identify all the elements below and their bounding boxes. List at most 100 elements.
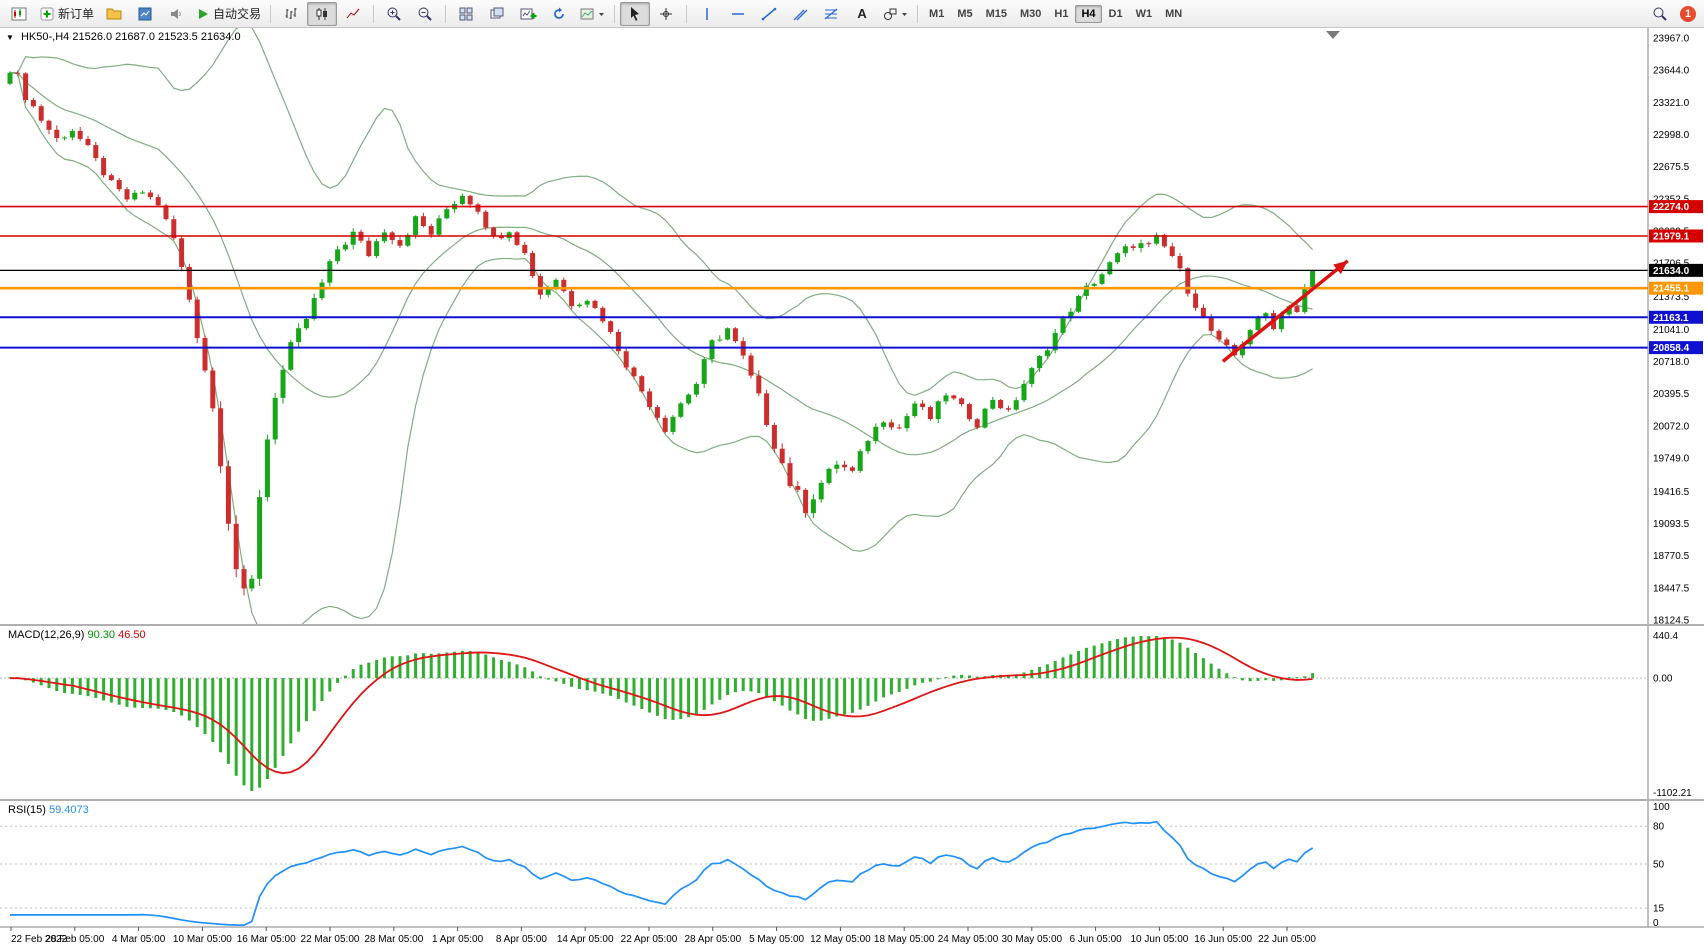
macd-signal-value: 46.50 [118,629,146,641]
tf-button-d1[interactable]: D1 [1108,7,1123,20]
candle [1068,311,1074,319]
price-badge-label: 21979.1 [1653,231,1690,242]
candle [561,279,567,292]
candle [202,338,208,371]
bar-chart-mode-button[interactable] [276,2,306,26]
tf-button-h1[interactable]: H1 [1054,7,1069,20]
trend-arrow[interactable] [1221,259,1349,363]
macd-axis-label: 0.00 [1653,674,1673,685]
candle [413,216,419,235]
candle [46,120,52,130]
candle [467,195,473,205]
main-price-panel[interactable] [0,24,1648,639]
price-badge [1649,263,1703,277]
price-axis-label: 22352.5 [1653,194,1690,205]
zoom-in-button[interactable] [379,2,409,26]
candle [693,383,699,395]
candle [959,398,965,405]
price-axis-label: 18447.5 [1653,583,1690,594]
notification-badge[interactable]: 1 [1680,5,1696,22]
crosshair-tool-button[interactable] [651,2,681,26]
tf-button-m5[interactable]: M5 [957,7,973,20]
candle [1224,339,1230,345]
panel-divider[interactable] [0,799,1704,801]
panel-divider[interactable] [0,624,1704,626]
price-axis-label: 18770.5 [1653,551,1690,562]
candle [124,189,130,200]
one-click-trading-toggle[interactable]: ▼ [6,33,14,42]
shapes-tool-button[interactable] [878,2,912,26]
price-badge [1649,281,1703,295]
cursor-tool-button[interactable] [620,1,651,26]
macd-main-value: 90.30 [87,629,116,641]
candle [397,240,403,246]
candle [1302,287,1308,312]
templates-button[interactable] [575,2,609,26]
market-watch-button[interactable] [130,2,160,26]
horizontal-line-tool-button[interactable] [723,2,753,26]
tf-button-mn[interactable]: MN [1165,7,1183,20]
toolbar-separator [373,4,375,23]
search-button[interactable] [1645,2,1675,26]
vertical-line-tool-button[interactable] [692,2,722,26]
refresh-button[interactable] [544,2,574,26]
tile-windows-button[interactable] [451,2,481,26]
channel-tool-button[interactable] [785,2,815,26]
candle [576,304,582,307]
macd-panel[interactable] [0,636,1648,791]
zoom-out-icon [418,7,432,21]
autotrading-button[interactable]: 自动交易 [192,2,265,26]
tf-button-m1[interactable]: M1 [929,7,945,20]
profiles-button[interactable] [99,2,129,26]
candle [1255,317,1261,331]
candle [1013,400,1019,410]
rsi-indicator-title: RSI(15) 59.4073 [8,804,89,816]
candle [7,72,13,84]
chart-window-button[interactable] [4,2,34,26]
trendline-icon [761,7,777,20]
price-badge-label: 22274.0 [1653,202,1690,213]
tf-button-w1[interactable]: W1 [1135,7,1153,20]
candle [483,211,489,228]
candle [272,397,278,440]
candle [1161,234,1167,247]
text-tool-button[interactable]: A [847,2,877,26]
time-label: 22 Jun 05:00 [1258,934,1316,945]
cursor-icon [631,6,640,21]
new-chart-button[interactable] [513,2,543,26]
candle [803,489,809,514]
tf-button-m30[interactable]: M30 [1020,7,1042,20]
macd-title-label: MACD(12,26,9) [8,629,85,641]
candle [514,232,520,245]
chart-shift-marker[interactable] [1326,31,1340,39]
candle [873,426,879,441]
trendline-tool-button[interactable] [754,2,784,26]
time-label: 16 Jun 05:00 [1194,934,1252,945]
tf-button-h4[interactable]: H4 [1075,4,1102,23]
candle [132,192,138,200]
time-label: 5 May 05:00 [749,934,804,945]
alerts-button[interactable] [161,2,191,26]
text-tool-icon: A [857,6,867,21]
rsi-axis-label: 0 [1653,918,1659,929]
tf-button-m15[interactable]: M15 [985,7,1007,20]
rsi-axis-label: 50 [1653,860,1665,871]
candle [381,232,387,242]
line-chart-mode-button[interactable] [338,2,368,26]
ohlc-open: 21526.0 [72,31,113,43]
symbol-period-label: HK50-,H4 [20,31,70,43]
zoom-out-button[interactable] [410,2,440,26]
candle [38,106,44,121]
new-order-button[interactable]: 新订单 [35,2,98,26]
cascade-windows-button[interactable] [482,2,512,26]
fibonacci-tool-button[interactable] [816,2,846,26]
price-axis-label: 22998.0 [1653,130,1690,141]
shapes-icon [884,8,897,20]
candle [436,218,442,235]
rsi-panel[interactable] [0,820,1648,926]
price-axis[interactable]: 23967.0 23644.0 23321.0 22998.0 22675.5 22352… [1647,28,1703,929]
candle-chart-mode-button[interactable] [307,1,338,26]
